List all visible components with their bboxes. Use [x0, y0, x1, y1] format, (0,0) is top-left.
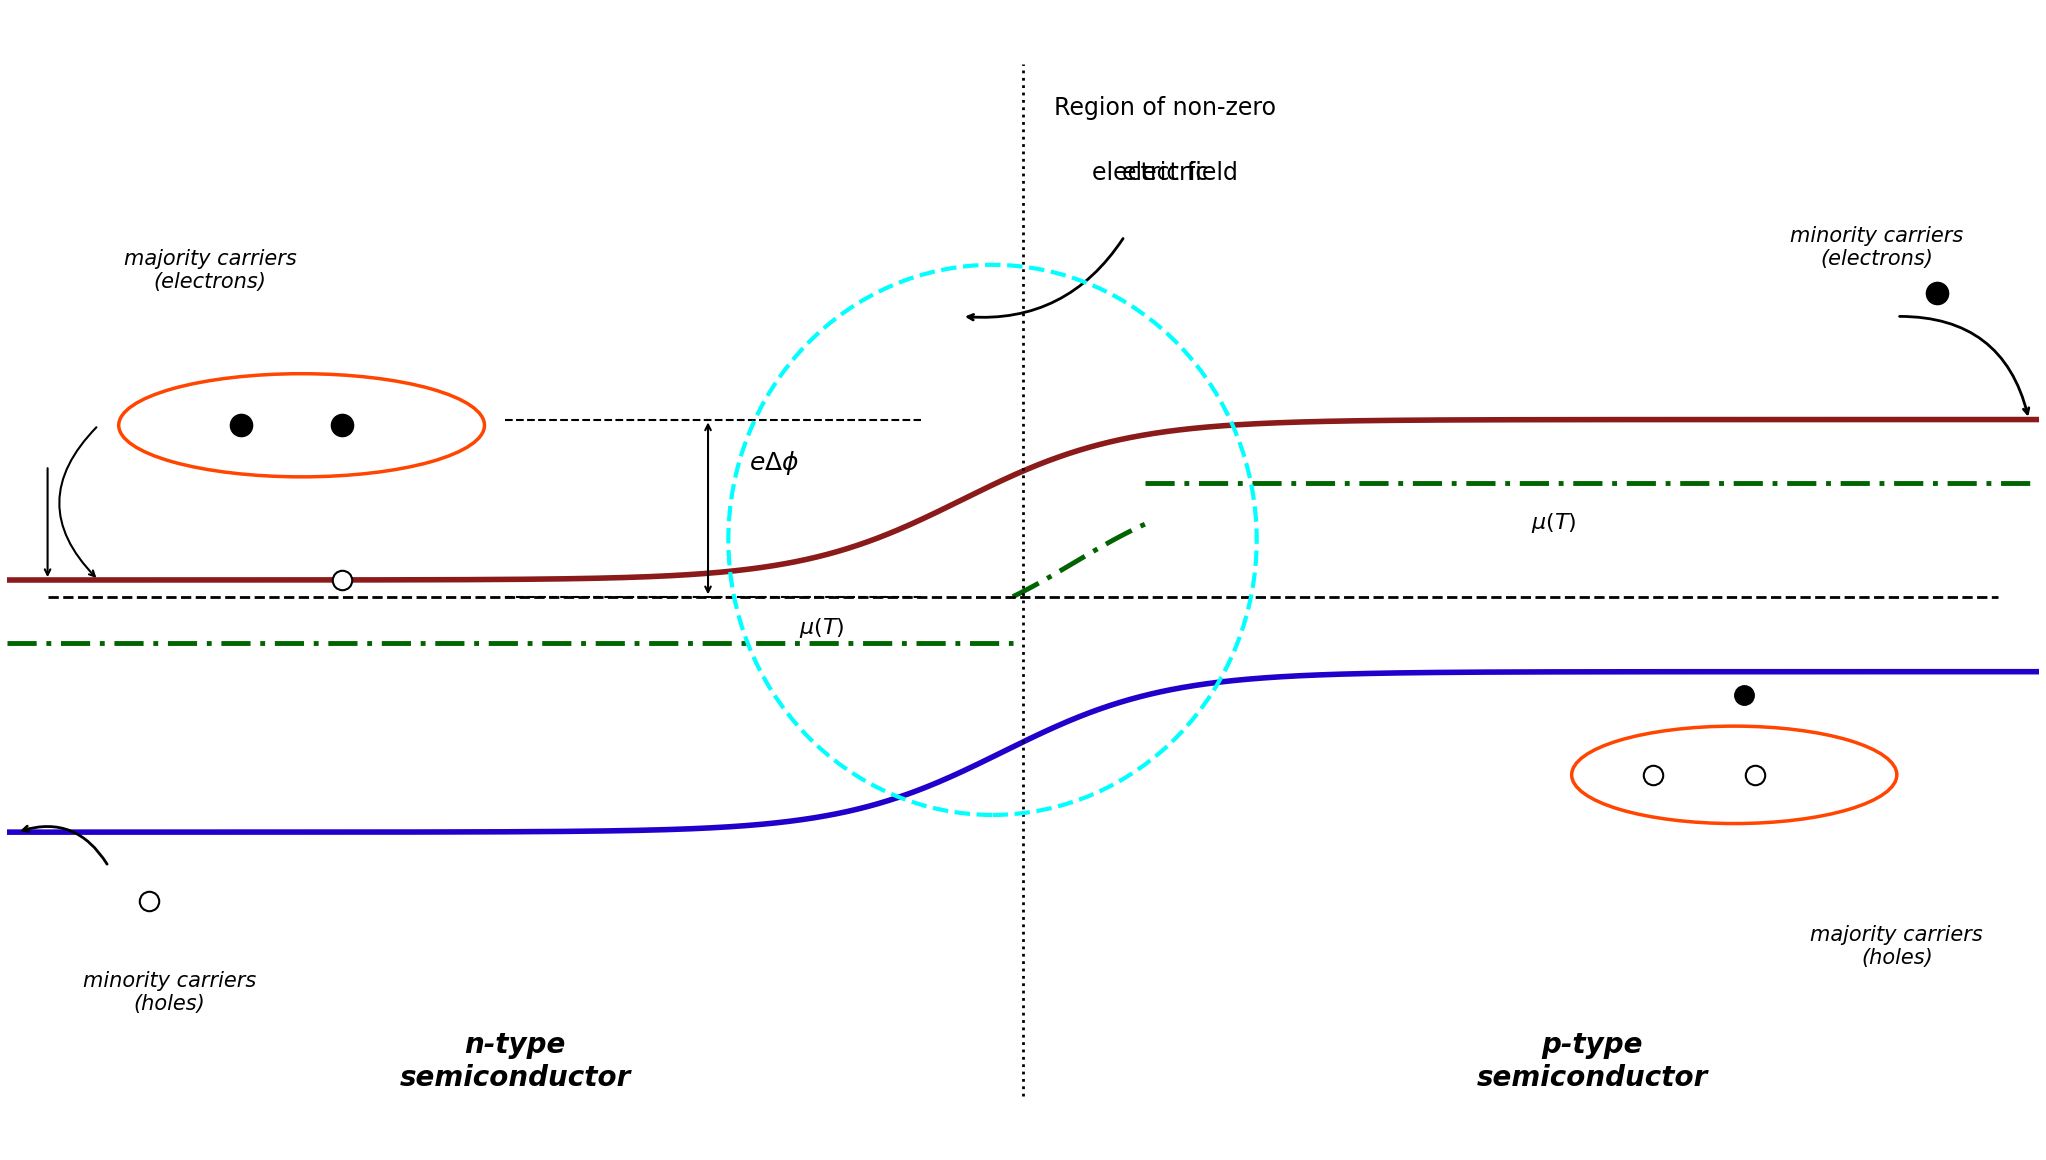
- Text: $\mu(T)$: $\mu(T)$: [1530, 510, 1577, 535]
- Text: Region of non-zero: Region of non-zero: [1054, 95, 1277, 147]
- Text: p-type
semiconductor: p-type semiconductor: [1477, 1031, 1708, 1092]
- Text: electric field: electric field: [1093, 161, 1238, 186]
- Text: $e\Delta\phi$: $e\Delta\phi$: [749, 449, 798, 477]
- Text: majority carriers
(holes): majority carriers (holes): [1811, 926, 1983, 969]
- Text: electric: electric: [1121, 161, 1209, 186]
- Text: minority carriers
(electrons): minority carriers (electrons): [1790, 226, 1962, 269]
- Text: n-type
semiconductor: n-type semiconductor: [399, 1031, 630, 1092]
- Text: $\mu(T)$: $\mu(T)$: [800, 616, 845, 640]
- Text: minority carriers
(holes): minority carriers (holes): [84, 971, 256, 1014]
- Text: majority carriers
(electrons): majority carriers (electrons): [123, 249, 297, 292]
